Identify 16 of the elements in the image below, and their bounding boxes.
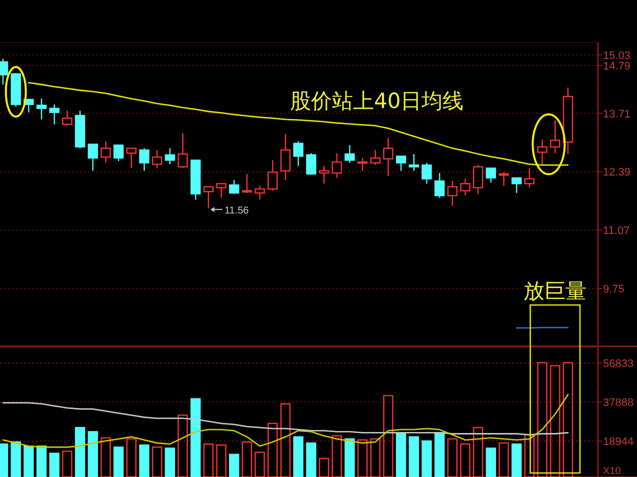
- y-tick-label: 37888: [603, 397, 634, 410]
- y-axis-title: X10: [603, 466, 622, 477]
- y-tick-label: 12.39: [603, 166, 631, 179]
- y-tick-label: 14.79: [603, 60, 631, 72]
- y-tick-label: 18944: [603, 436, 634, 448]
- annotation: 11.56: [224, 205, 250, 216]
- line-series: [28, 82, 569, 166]
- y-tick-label: 9.75: [603, 284, 624, 296]
- y-tick-label: 15.03: [603, 50, 631, 62]
- annotation: 股价站上40日均线: [290, 89, 464, 113]
- line-series: [2, 394, 569, 448]
- y-tick-label: 11.07: [603, 225, 630, 238]
- y-tick-label: 13.71: [603, 108, 631, 120]
- y-tick-label: 56833: [603, 358, 634, 370]
- annotation: 放巨量: [524, 279, 587, 303]
- line-series: [2, 402, 569, 436]
